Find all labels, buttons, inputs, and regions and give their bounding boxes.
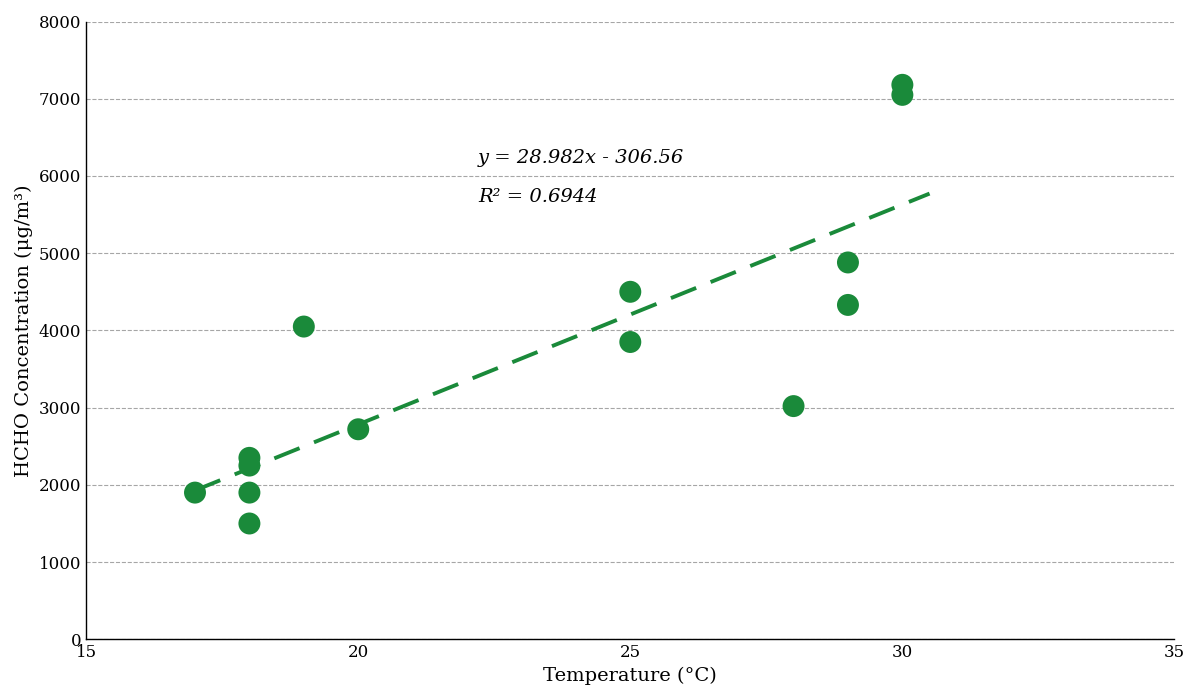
Point: [240, 460, 259, 471]
Point: [893, 90, 912, 101]
Y-axis label: HCHO Concentration (μg/m³): HCHO Concentration (μg/m³): [16, 184, 34, 477]
Point: [240, 518, 259, 529]
Point: [620, 286, 640, 297]
Text: y = 28.982x - 306.56: y = 28.982x - 306.56: [478, 149, 684, 167]
Point: [893, 79, 912, 90]
Point: [240, 452, 259, 463]
Point: [185, 487, 204, 498]
Text: R² = 0.6944: R² = 0.6944: [478, 188, 598, 206]
Point: [839, 300, 858, 311]
Point: [620, 337, 640, 348]
Point: [839, 257, 858, 268]
Point: [240, 487, 259, 498]
Point: [784, 400, 803, 412]
X-axis label: Temperature (°C): Temperature (°C): [544, 666, 718, 685]
Point: [294, 321, 313, 332]
Point: [349, 424, 368, 435]
